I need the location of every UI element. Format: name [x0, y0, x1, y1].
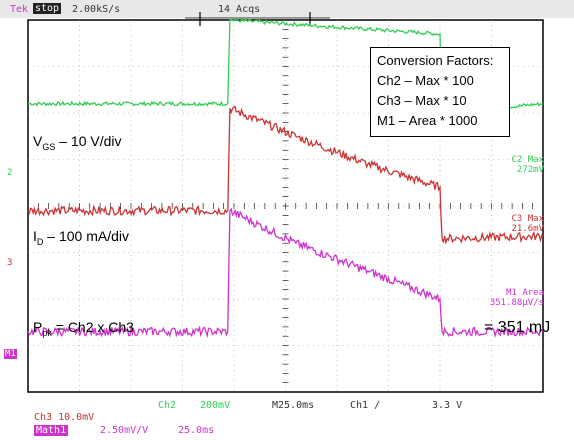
- trigger-source: Ch1 ∕: [350, 400, 381, 411]
- vgs-annotation: VGS – 10 V/div: [33, 133, 122, 152]
- brand-label: Tek: [10, 4, 29, 15]
- trace-id: [27, 105, 544, 245]
- id-annotation: ID – 100 mA/div: [33, 228, 129, 247]
- ppk-annotation: Ppk = Ch2 x Ch3: [33, 319, 134, 338]
- m1-area-readout: M1 Area 351.88µV/s: [489, 288, 544, 308]
- energy-annotation: = 351 mJ: [484, 319, 551, 336]
- conversion-title: Conversion Factors:: [377, 53, 494, 68]
- conversion-line-m1: M1 – Area * 1000: [377, 113, 478, 128]
- math-scale: 2.50mV/V: [100, 425, 149, 436]
- math-time: 25.0ms: [178, 425, 215, 436]
- ch2-scale: 200mV: [200, 400, 231, 411]
- timebase: M25.0ms: [272, 400, 315, 411]
- ch2-label: Ch2: [158, 400, 177, 411]
- graticule: [0, 0, 574, 393]
- c2-max-readout: C2 Max 272mV: [511, 155, 544, 175]
- conversion-factors-box: Conversion Factors: Ch2 – Max * 100 Ch3 …: [370, 47, 510, 137]
- ch2-ground-marker: 2: [7, 168, 13, 178]
- math-label: Math1: [34, 425, 69, 436]
- ch3-scale: Ch3 10.0mV: [34, 412, 95, 423]
- conversion-line-ch2: Ch2 – Max * 100: [377, 73, 474, 88]
- c3-max-readout: C3 Max 21.6mV: [511, 214, 544, 234]
- ch3-ground-marker: 3: [7, 258, 13, 268]
- conversion-line-ch3: Ch3 – Max * 10: [377, 93, 467, 108]
- trace-ppk: [27, 207, 544, 339]
- acquisition-count: 14 Acqs: [218, 4, 261, 15]
- header-bar: [0, 0, 574, 18]
- m1-ground-marker: M1: [4, 349, 17, 359]
- sample-rate: 2.00kS/s: [72, 4, 121, 15]
- trigger-level: 3.3 V: [432, 400, 463, 411]
- run-state-badge: stop: [33, 3, 62, 14]
